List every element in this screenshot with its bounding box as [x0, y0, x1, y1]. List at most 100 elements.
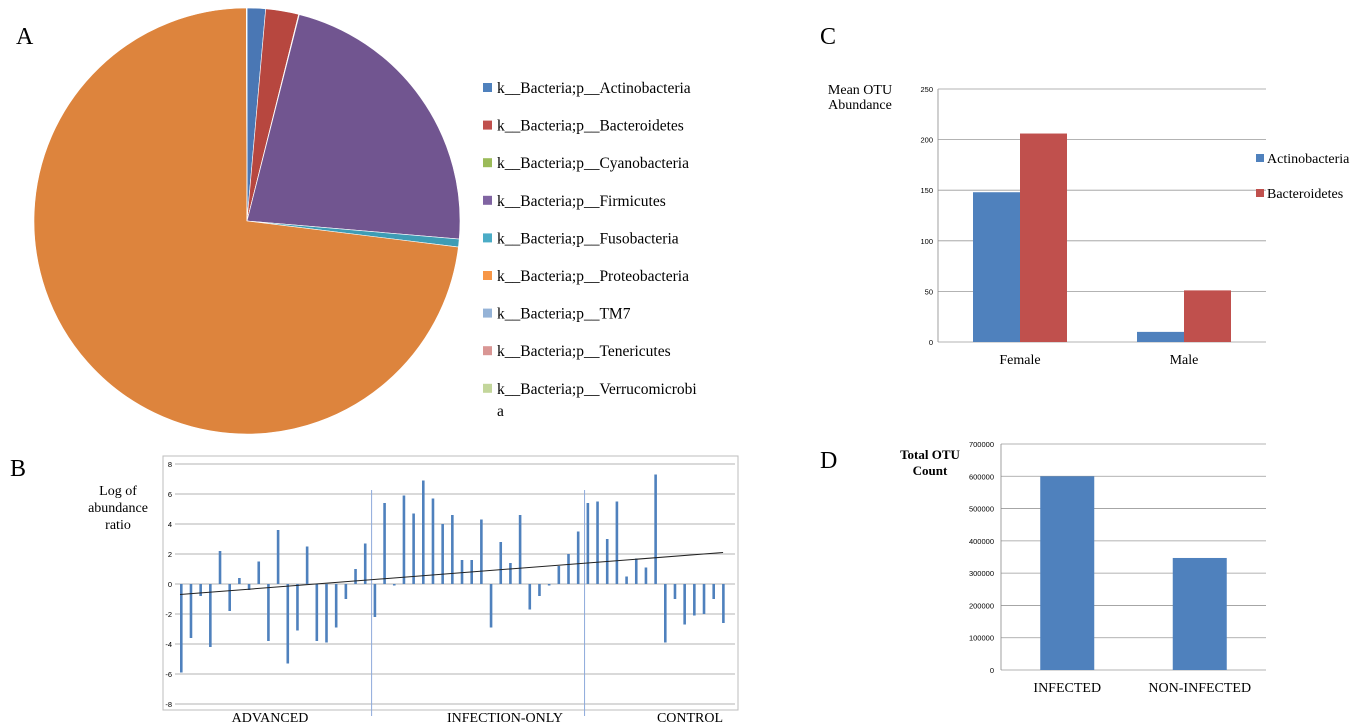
pie-legend: k__Bacteria;p__Actinobacteria k__Bacteria…	[483, 80, 697, 420]
y-tick-label: 0	[168, 580, 172, 589]
legend-label: k__Bacteria;p__Actinobacteria	[497, 80, 691, 97]
legend-label: k__Bacteria;p__Firmicutes	[497, 193, 666, 210]
chart-b-frame	[162, 455, 739, 711]
bar	[257, 561, 261, 584]
y-tick-label: 700000	[969, 440, 994, 449]
y-tick-label: 400000	[969, 537, 994, 546]
y-tick-label: 600000	[969, 472, 994, 481]
bar	[702, 584, 706, 614]
bar	[383, 503, 386, 584]
y-tick-label: 0	[990, 666, 994, 675]
bar	[567, 554, 570, 584]
legend-swatch	[483, 271, 492, 280]
legend-label: k__Bacteria;p__Bacteroidetes	[497, 118, 684, 135]
bar	[712, 584, 715, 599]
y-label-line: Total OTU	[900, 447, 960, 462]
y-tick-label: 50	[925, 287, 933, 296]
bar-chart-b: Log of abundance ratio -8 -6 -4 -2 0 2 4 6 8 ADVANC…	[88, 455, 739, 725]
bar	[557, 566, 561, 584]
legend-swatch	[483, 83, 492, 92]
bar	[402, 495, 406, 584]
legend-swatch	[483, 308, 492, 318]
bar	[334, 584, 338, 628]
group-label: INFECTION-ONLY	[447, 711, 563, 725]
y-tick-label: 200	[920, 136, 933, 145]
group-label: CONTROL	[657, 711, 723, 725]
panel-label-a: A	[16, 24, 34, 50]
bar	[664, 584, 667, 643]
y-tick-label: 8	[168, 460, 172, 469]
bar	[644, 567, 648, 584]
legend-label: k__Bacteria;p__Proteobacteria	[497, 268, 689, 285]
bar	[412, 513, 415, 584]
bar	[973, 192, 1020, 342]
legend-swatch	[483, 120, 492, 130]
legend-label-wrap: a	[497, 403, 504, 420]
bar	[344, 584, 348, 599]
bar	[528, 584, 532, 610]
y-tick-label: 300000	[969, 569, 994, 578]
bar	[441, 524, 444, 584]
legend-swatch	[1256, 189, 1264, 197]
pie-slice	[246, 14, 461, 240]
chart-d-y-label: Total OTU Count	[900, 447, 960, 478]
y-tick-label: 0	[929, 338, 933, 347]
bar	[460, 560, 464, 584]
trendline	[179, 552, 724, 595]
y-tick-label: -2	[165, 610, 172, 619]
bar	[286, 584, 290, 664]
y-label-line: Mean OTU	[828, 83, 892, 98]
panel-label-d: D	[820, 448, 837, 474]
y-tick-label: 100000	[969, 634, 994, 643]
bar	[199, 584, 202, 596]
legend-swatch	[483, 383, 492, 393]
bar	[1184, 290, 1231, 342]
bar	[180, 584, 183, 673]
bar	[431, 498, 435, 584]
bar	[451, 515, 454, 584]
y-tick-label: 100	[920, 237, 933, 246]
y-tick-label: 250	[920, 85, 933, 94]
y-tick-label: -6	[165, 670, 172, 679]
y-tick-label: 4	[168, 520, 172, 529]
x-tick-label: Male	[1170, 353, 1199, 368]
bar	[654, 474, 657, 584]
x-tick-label: NON-INFECTED	[1148, 681, 1251, 696]
bar-chart-c: Mean OTU Abundance 0 50 100 150 200 250 Female M…	[828, 83, 1350, 368]
bar	[276, 530, 280, 584]
y-label-line: ratio	[105, 518, 131, 533]
chart-b-y-label: Log of abundance ratio	[88, 484, 148, 533]
bar	[538, 584, 541, 596]
y-tick-label: 500000	[969, 505, 994, 514]
legend-swatch	[483, 195, 492, 205]
legend-label: k__Bacteria;p__Cyanobacteria	[497, 155, 689, 172]
legend-swatch	[483, 233, 492, 243]
chart-c-y-label: Mean OTU Abundance	[828, 83, 892, 113]
bar	[247, 584, 251, 590]
bar	[480, 519, 483, 584]
bar	[1137, 331, 1184, 342]
bar	[1172, 557, 1227, 670]
x-tick-label: INFECTED	[1033, 681, 1101, 696]
pie-chart-a	[33, 7, 461, 435]
bar	[228, 584, 231, 611]
bar	[218, 551, 222, 584]
group-label: ADVANCED	[232, 711, 309, 725]
pie-slice	[33, 7, 459, 435]
bar	[1040, 476, 1095, 670]
bar	[576, 531, 580, 584]
legend-swatch	[1256, 154, 1264, 162]
bar	[305, 546, 309, 584]
bar	[547, 584, 551, 586]
panel-label-c: C	[820, 24, 836, 50]
bar	[238, 578, 241, 584]
bar	[422, 480, 425, 584]
bar	[392, 584, 396, 586]
bar	[1020, 133, 1067, 342]
legend-label: k__Bacteria;p__Fusobacteria	[497, 230, 679, 247]
bar	[363, 543, 367, 584]
bar	[189, 584, 193, 638]
bar	[586, 503, 590, 584]
legend-label: k__Bacteria;p__Verrucomicrobi	[497, 381, 697, 398]
